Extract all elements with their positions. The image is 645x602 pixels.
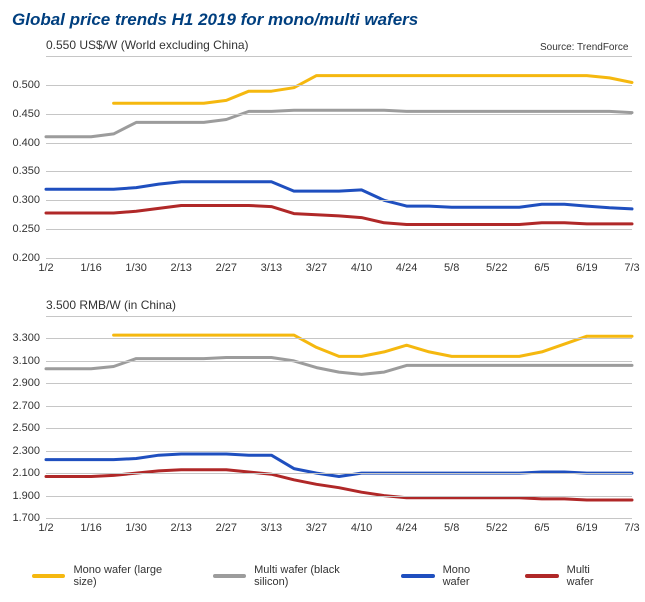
gridline <box>46 383 632 384</box>
gridline <box>46 171 632 172</box>
xtick-label: 2/27 <box>216 522 237 534</box>
xtick-label: 3/27 <box>306 262 327 274</box>
panel-world: 0.550 US$/W (World excluding China) 0.20… <box>46 38 632 282</box>
ytick-label: 0.350 <box>12 165 40 177</box>
xtick-label: 5/8 <box>444 262 459 274</box>
xtick-label: 5/8 <box>444 522 459 534</box>
gridline <box>46 451 632 452</box>
series-line-multi <box>46 206 632 225</box>
legend-label: Mono wafer (large size) <box>73 564 186 588</box>
ytick-label: 0.400 <box>12 137 40 149</box>
xtick-label: 1/16 <box>80 262 101 274</box>
xtick-label: 2/27 <box>216 262 237 274</box>
xtick-label: 1/2 <box>38 262 53 274</box>
xtick-label: 4/10 <box>351 262 372 274</box>
plot-area: 1.7001.9002.1002.3002.5002.7002.9003.100… <box>46 316 632 518</box>
gridline <box>46 316 632 317</box>
xtick-label: 3/13 <box>261 262 282 274</box>
xtick-label: 6/19 <box>576 262 597 274</box>
ytick-label: 0.450 <box>12 108 40 120</box>
legend-item-mono: Mono wafer <box>401 564 499 588</box>
xtick-label: 6/19 <box>576 522 597 534</box>
ytick-label: 3.300 <box>12 332 40 344</box>
panel-subtitle: 3.500 RMB/W (in China) <box>46 298 176 312</box>
ytick-label: 2.700 <box>12 400 40 412</box>
gridline <box>46 406 632 407</box>
xtick-label: 4/10 <box>351 522 372 534</box>
legend-label: Multi wafer <box>567 564 619 588</box>
gridline <box>46 56 632 57</box>
chart-title: Global price trends H1 2019 for mono/mul… <box>12 10 418 30</box>
xtick-label: 1/30 <box>125 262 146 274</box>
ytick-label: 2.300 <box>12 445 40 457</box>
panel-subtitle: 0.550 US$/W (World excluding China) <box>46 38 249 52</box>
ytick-label: 2.900 <box>12 377 40 389</box>
xtick-label: 6/5 <box>534 262 549 274</box>
xtick-label: 2/13 <box>171 262 192 274</box>
xtick-label: 1/2 <box>38 522 53 534</box>
gridline <box>46 518 632 519</box>
legend-swatch <box>401 574 434 578</box>
legend-swatch <box>525 574 558 578</box>
ytick-label: 1.700 <box>12 512 40 524</box>
legend-label: Mono wafer <box>443 564 500 588</box>
legend-label: Multi wafer (black silicon) <box>254 564 375 588</box>
legend-item-multi: Multi wafer <box>525 564 619 588</box>
ytick-label: 0.200 <box>12 252 40 264</box>
gridline <box>46 473 632 474</box>
xtick-label: 5/22 <box>486 262 507 274</box>
legend-swatch <box>32 574 65 578</box>
series-line-mono <box>46 182 632 209</box>
xtick-label: 3/27 <box>306 522 327 534</box>
plot-area: 0.2000.2500.3000.3500.4000.4500.5001/21/… <box>46 56 632 258</box>
series-line-mono-large <box>114 76 632 104</box>
gridline <box>46 114 632 115</box>
xtick-label: 7/3 <box>624 522 639 534</box>
ytick-label: 2.500 <box>12 422 40 434</box>
ytick-label: 1.900 <box>12 490 40 502</box>
gridline <box>46 143 632 144</box>
xtick-label: 4/24 <box>396 262 417 274</box>
xtick-label: 1/16 <box>80 522 101 534</box>
xtick-label: 1/30 <box>125 522 146 534</box>
legend-item-multi-black: Multi wafer (black silicon) <box>213 564 375 588</box>
gridline <box>46 496 632 497</box>
gridline <box>46 338 632 339</box>
ytick-label: 0.300 <box>12 194 40 206</box>
panel-china: 3.500 RMB/W (in China) 1.7001.9002.1002.… <box>46 298 632 542</box>
gridline <box>46 258 632 259</box>
ytick-label: 3.100 <box>12 355 40 367</box>
xtick-label: 3/13 <box>261 522 282 534</box>
xtick-label: 5/22 <box>486 522 507 534</box>
xtick-label: 7/3 <box>624 262 639 274</box>
gridline <box>46 200 632 201</box>
ytick-label: 2.100 <box>12 467 40 479</box>
xtick-label: 6/5 <box>534 522 549 534</box>
xtick-label: 4/24 <box>396 522 417 534</box>
gridline <box>46 229 632 230</box>
legend-item-mono-large: Mono wafer (large size) <box>32 564 187 588</box>
legend-swatch <box>213 574 246 578</box>
gridline <box>46 428 632 429</box>
gridline <box>46 361 632 362</box>
legend: Mono wafer (large size) Multi wafer (blac… <box>32 564 645 588</box>
xtick-label: 2/13 <box>171 522 192 534</box>
gridline <box>46 85 632 86</box>
ytick-label: 0.500 <box>12 79 40 91</box>
ytick-label: 0.250 <box>12 223 40 235</box>
